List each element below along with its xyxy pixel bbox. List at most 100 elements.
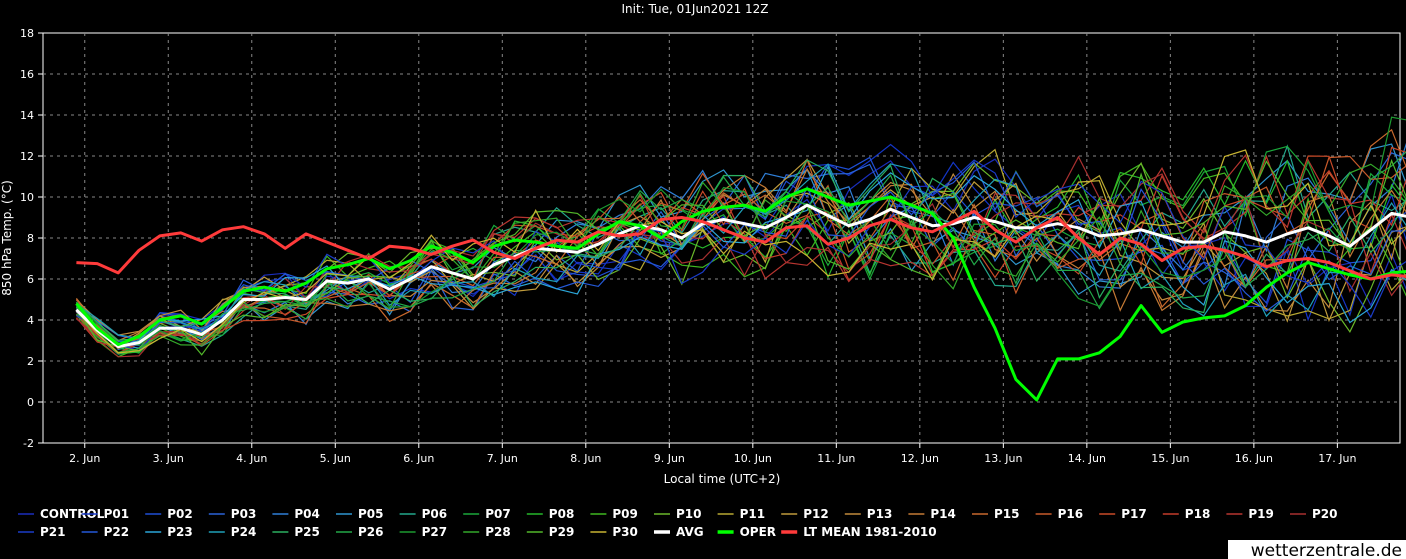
legend-label: P21 bbox=[40, 525, 66, 539]
series-line-p26 bbox=[75, 151, 1406, 349]
legend-label: P19 bbox=[1248, 507, 1274, 521]
legend-label: P14 bbox=[930, 507, 956, 521]
x-tick-label: 2. Jun bbox=[69, 452, 100, 465]
legend-item: P29 bbox=[526, 525, 574, 539]
legend-item: P16 bbox=[1035, 507, 1084, 521]
x-tick-label: 12. Jun bbox=[901, 452, 939, 465]
x-tick-label: 16. Jun bbox=[1235, 452, 1273, 465]
legend-item: P21 bbox=[18, 525, 66, 539]
legend-item: P24 bbox=[208, 525, 256, 539]
legend-label: P25 bbox=[294, 525, 320, 539]
series-line-p06 bbox=[75, 144, 1406, 355]
legend-item: P09 bbox=[590, 507, 638, 521]
legend-item: P22 bbox=[81, 525, 130, 539]
series-line-p27 bbox=[75, 116, 1406, 346]
watermark-box bbox=[1228, 540, 1406, 559]
legend-label: P01 bbox=[104, 507, 130, 521]
x-tick-label: 3. Jun bbox=[153, 452, 184, 465]
legend-label: P15 bbox=[994, 507, 1020, 521]
legend-label: P24 bbox=[231, 525, 256, 539]
legend-label: P02 bbox=[167, 507, 193, 521]
legend-label: OPER bbox=[740, 525, 776, 539]
legend-item: P18 bbox=[1162, 507, 1211, 521]
legend-item: P10 bbox=[654, 507, 702, 521]
x-tick-label: 13. Jun bbox=[984, 452, 1022, 465]
legend-item: P03 bbox=[208, 507, 256, 521]
x-tick-label: 5. Jun bbox=[320, 452, 351, 465]
y-tick-label: 16 bbox=[20, 68, 34, 81]
legend-item: P25 bbox=[272, 525, 320, 539]
y-tick-label: 14 bbox=[20, 109, 34, 122]
legend-item: LT MEAN 1981-2010 bbox=[781, 525, 937, 539]
legend-item: CONTROL bbox=[18, 507, 105, 521]
legend-item: P04 bbox=[272, 507, 320, 521]
series-line-p11 bbox=[75, 148, 1406, 346]
legend-label: P28 bbox=[485, 525, 511, 539]
legend-item: P14 bbox=[908, 507, 956, 521]
legend-label: P22 bbox=[104, 525, 130, 539]
legend: CONTROL P01 P02 P03 P04 P05 P06 P07 P08 P09 P10 P11… bbox=[18, 507, 1338, 539]
x-tick-label: 6. Jun bbox=[403, 452, 434, 465]
series-line-p23 bbox=[75, 165, 1406, 347]
legend-label: P17 bbox=[1121, 507, 1147, 521]
x-tick-label: 11. Jun bbox=[817, 452, 855, 465]
legend-item: P01 bbox=[81, 507, 130, 521]
legend-item: P23 bbox=[145, 525, 193, 539]
legend-label: P04 bbox=[294, 507, 320, 521]
series-line-oper bbox=[75, 187, 1406, 402]
legend-label: P12 bbox=[803, 507, 829, 521]
legend-item: P05 bbox=[336, 507, 384, 521]
y-axis-ticks: -2 0 2 4 6 8 10 12 14 16 18 bbox=[20, 27, 43, 450]
legend-label: P23 bbox=[167, 525, 193, 539]
watermark: wetterzentrale.de bbox=[1251, 541, 1402, 559]
x-axis-label: Local time (UTC+2) bbox=[664, 472, 781, 486]
series-line-p28 bbox=[75, 163, 1406, 353]
legend-label: AVG bbox=[676, 525, 704, 539]
legend-label: P16 bbox=[1058, 507, 1084, 521]
legend-item: P20 bbox=[1290, 507, 1338, 521]
legend-label: P06 bbox=[422, 507, 448, 521]
legend-item: P15 bbox=[972, 507, 1020, 521]
x-tick-label: 7. Jun bbox=[487, 452, 518, 465]
legend-item: P02 bbox=[145, 507, 193, 521]
legend-label: P03 bbox=[231, 507, 256, 521]
legend-label: P11 bbox=[740, 507, 766, 521]
highlight-lines bbox=[75, 187, 1406, 402]
legend-item: P26 bbox=[336, 525, 384, 539]
series-line-p30 bbox=[75, 149, 1406, 354]
legend-item: P19 bbox=[1226, 507, 1274, 521]
legend-label: P30 bbox=[612, 525, 638, 539]
y-tick-label: 10 bbox=[20, 191, 34, 204]
legend-label: P10 bbox=[676, 507, 702, 521]
series-line-p04 bbox=[76, 142, 1406, 351]
legend-item: AVG bbox=[654, 525, 704, 539]
x-tick-label: 10. Jun bbox=[734, 452, 772, 465]
legend-label: P26 bbox=[358, 525, 384, 539]
y-axis-label: 850 hPa Temp. (°C) bbox=[0, 180, 14, 296]
legend-item: P28 bbox=[463, 525, 511, 539]
y-tick-label: 2 bbox=[27, 355, 34, 368]
x-tick-label: 8. Jun bbox=[570, 452, 601, 465]
legend-label: CONTROL bbox=[40, 507, 105, 521]
x-tick-label: 9. Jun bbox=[654, 452, 685, 465]
x-tick-label: 14. Jun bbox=[1068, 452, 1106, 465]
legend-label: P07 bbox=[485, 507, 511, 521]
legend-label: LT MEAN 1981-2010 bbox=[803, 525, 936, 539]
series-line-p08 bbox=[75, 159, 1406, 355]
legend-label: P27 bbox=[422, 525, 448, 539]
y-tick-label: 4 bbox=[27, 314, 34, 327]
legend-item: OPER bbox=[717, 525, 776, 539]
y-tick-label: 0 bbox=[27, 396, 34, 409]
legend-item: P08 bbox=[526, 507, 575, 521]
y-tick-label: 6 bbox=[27, 273, 34, 286]
x-tick-label: 4. Jun bbox=[236, 452, 267, 465]
series-line-p29 bbox=[75, 158, 1406, 356]
legend-item: P17 bbox=[1099, 507, 1147, 521]
series-line-avg bbox=[75, 203, 1406, 349]
series-line-lt-mean-1981-2010 bbox=[76, 209, 1406, 281]
x-tick-label: 15. Jun bbox=[1151, 452, 1189, 465]
legend-label: P05 bbox=[358, 507, 384, 521]
legend-label: P08 bbox=[549, 507, 575, 521]
legend-label: P18 bbox=[1185, 507, 1211, 521]
